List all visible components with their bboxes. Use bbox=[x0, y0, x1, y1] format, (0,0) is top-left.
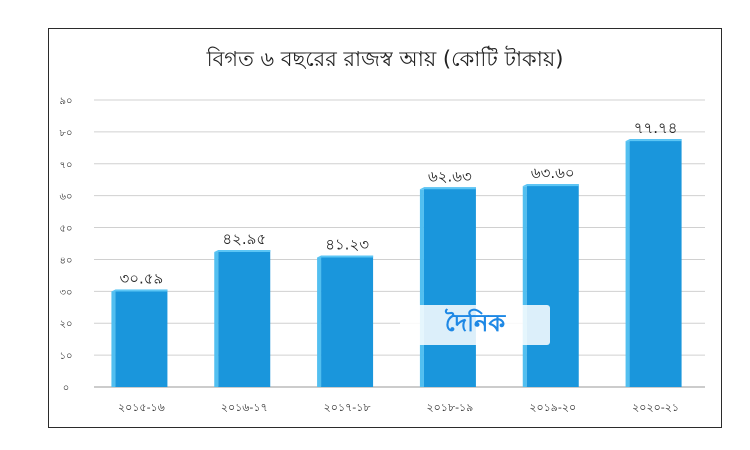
x-tick-label: ২০১৯-২০ bbox=[529, 401, 576, 414]
bar-top bbox=[214, 250, 271, 253]
bar bbox=[218, 250, 271, 387]
bar-top bbox=[111, 289, 168, 292]
y-tick-label: ২০ bbox=[59, 319, 72, 330]
data-label: ৭৭.৭৪ bbox=[634, 119, 678, 137]
y-tick-label: ৮০ bbox=[60, 128, 73, 139]
y-tick-label: ৪০ bbox=[60, 255, 73, 266]
y-tick-label: ৬০ bbox=[59, 192, 72, 203]
bar-side bbox=[522, 186, 527, 387]
bar-side bbox=[419, 189, 424, 387]
bar-side bbox=[317, 257, 322, 387]
bar bbox=[526, 184, 579, 387]
y-tick-label: ০ bbox=[63, 383, 70, 394]
x-tick-label: ২০১৭-১৮ bbox=[324, 401, 371, 414]
chart-title: বিগত ৬ বছরের রাজস্ব আয় (কোটি টাকায়) bbox=[206, 47, 564, 71]
x-tick-label: ২০১৬-১৭ bbox=[221, 401, 268, 414]
y-tick-label: ৭০ bbox=[59, 160, 72, 171]
bar-top bbox=[522, 184, 579, 187]
watermark-logo: দৈনিক bbox=[400, 305, 550, 345]
data-label: ৪১.২৩ bbox=[325, 236, 369, 254]
y-tick-label: ১০ bbox=[60, 351, 73, 362]
bar-side bbox=[214, 252, 219, 387]
y-tick-label: ৯০ bbox=[60, 96, 73, 107]
bar bbox=[321, 255, 374, 387]
data-label: ৩০.৫৯ bbox=[120, 269, 164, 287]
data-label: ৬৩.৬০ bbox=[531, 164, 575, 182]
bar bbox=[423, 187, 476, 387]
bar-top bbox=[419, 187, 476, 190]
x-tick-label: ২০২০-২১ bbox=[632, 401, 679, 414]
bar bbox=[115, 289, 168, 387]
data-label: ৪২.৯৫ bbox=[222, 230, 266, 248]
y-tick-label: ৫০ bbox=[60, 224, 73, 235]
bar-top bbox=[317, 255, 374, 258]
bar bbox=[629, 139, 682, 387]
bar-side bbox=[111, 291, 116, 387]
bar-top bbox=[625, 139, 682, 142]
x-tick-label: ২০১৮-১৯ bbox=[427, 401, 474, 414]
y-tick-label: ৩০ bbox=[59, 287, 72, 298]
bar-side bbox=[625, 141, 630, 387]
x-tick-label: ২০১৫-১৬ bbox=[118, 401, 165, 414]
data-label: ৬২.৬৩ bbox=[428, 167, 472, 185]
